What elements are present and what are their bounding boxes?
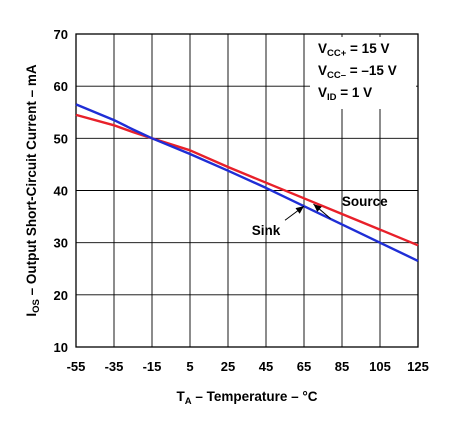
x-axis-label: TA – Temperature – °C [176,389,317,407]
y-tick-label: 60 [54,79,68,94]
annotation-arrowhead-sink [295,206,304,214]
y-tick-label: 70 [54,27,68,42]
x-tick-label: 5 [186,359,193,374]
x-tick-label: -15 [143,359,162,374]
y-tick-label: 20 [54,288,68,303]
x-tick-label: 25 [221,359,235,374]
series-line-source [75,113,419,247]
y-tick-label: 30 [54,236,68,251]
y-tick-label: 40 [54,184,68,199]
y-tick-label: 50 [54,131,68,146]
series-line-sink [75,103,419,262]
condition-label: VID = 1 V [318,85,372,103]
annotation-label-sink: Sink [252,223,281,238]
x-tick-label: 125 [407,359,429,374]
x-tick-label: 45 [259,359,273,374]
y-tick-label: 10 [54,340,68,355]
annotation-arrowhead-source [313,204,322,212]
annotation-label-source: Source [342,194,388,209]
y-tick-labels: 10 20 30 40 50 60 70 [54,27,68,355]
x-tick-labels: -55 -35 -15 5 25 45 65 85 105 125 [67,359,429,374]
x-tick-label: -35 [105,359,124,374]
plot-frame [75,33,419,348]
annotations: Source Sink [252,194,388,238]
series-layer [75,103,419,262]
x-tick-label: 105 [369,359,391,374]
condition-label: VCC– = –15 V [318,63,397,81]
x-tick-label: -55 [67,359,86,374]
x-tick-label: 65 [297,359,311,374]
condition-label: VCC+ = 15 V [318,41,389,59]
x-tick-label: 85 [335,359,349,374]
conditions-legend: VCC+ = 15 V VCC– = –15 V VID = 1 V [318,41,397,103]
y-axis-label: IOS – Output Short-Circuit Current – mA [24,64,42,317]
conditions-box [310,37,416,109]
